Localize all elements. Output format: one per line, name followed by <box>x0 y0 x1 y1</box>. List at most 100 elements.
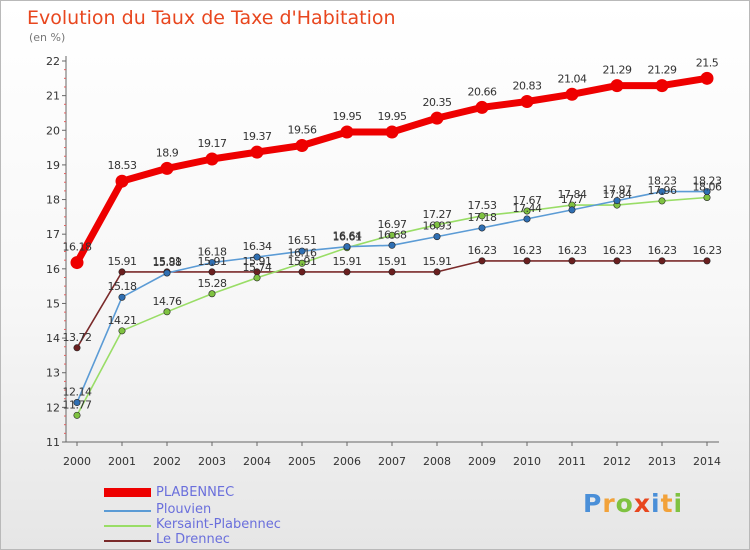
data-label: 19.95 <box>333 110 362 123</box>
data-label: 17.67 <box>513 194 542 207</box>
data-point <box>163 308 171 316</box>
data-label: 16.23 <box>603 244 632 257</box>
data-point <box>118 327 126 335</box>
data-point <box>610 79 624 93</box>
data-label: 18.53 <box>108 159 137 172</box>
logo-letter: t <box>660 489 674 518</box>
data-label: 15.18 <box>108 280 137 293</box>
data-point <box>208 259 216 267</box>
data-point <box>205 152 219 166</box>
y-tick-label: 17 <box>46 228 60 241</box>
data-point <box>388 241 396 249</box>
y-tick-label: 22 <box>46 55 60 68</box>
data-point <box>70 256 84 270</box>
data-label: 15.91 <box>333 255 362 268</box>
data-label: 21.5 <box>696 56 719 69</box>
data-point <box>433 221 441 229</box>
logo-letter: o <box>615 489 634 518</box>
axes: 11 12 13 14 15 16 17 18 19 20 21 22 2000 2001 2002 2003… <box>46 55 721 468</box>
data-point <box>658 188 666 196</box>
data-point <box>433 233 441 241</box>
unit-label: (en %) <box>29 31 66 44</box>
data-label: 15.88 <box>153 256 182 269</box>
data-point <box>163 269 171 277</box>
x-tick-label: 2010 <box>513 455 541 468</box>
legend-swatch-plabennec <box>104 488 151 497</box>
data-label: 12.14 <box>63 386 92 399</box>
y-tick-label: 14 <box>46 332 60 345</box>
data-label: 15.91 <box>153 255 182 268</box>
y-tick-label: 19 <box>46 159 60 172</box>
chart-title: Evolution du Taux de Taxe d'Habitation <box>27 7 396 29</box>
data-label: 16.61 <box>333 231 362 244</box>
data-label: 17.53 <box>468 199 497 212</box>
data-label: 19.56 <box>288 124 317 137</box>
x-tick-label: 2002 <box>153 455 181 468</box>
data-label: 16.23 <box>558 244 587 257</box>
data-point <box>658 257 666 265</box>
series-points <box>70 71 714 419</box>
data-label: 15.91 <box>198 255 227 268</box>
data-label: 18.23 <box>693 175 722 188</box>
y-tick-label: 16 <box>46 263 60 276</box>
data-label: 17.84 <box>558 188 587 201</box>
data-point <box>568 257 576 265</box>
data-label: 18.06 <box>693 180 722 193</box>
data-label: 16.18 <box>63 241 92 254</box>
legend-swatch-plouvien <box>104 510 151 512</box>
data-point <box>523 207 531 215</box>
x-tick-label: 2014 <box>693 455 721 468</box>
data-point <box>385 125 399 139</box>
data-point <box>118 293 126 301</box>
data-point <box>73 411 81 419</box>
data-label: 14.21 <box>108 314 137 327</box>
y-tick-label: 20 <box>46 124 60 137</box>
logo-letter: i <box>673 489 684 518</box>
x-tick-label: 2006 <box>333 455 361 468</box>
data-point <box>478 212 486 220</box>
data-label: 16.16 <box>288 246 317 259</box>
data-label: 13.72 <box>63 331 92 344</box>
data-point <box>478 224 486 232</box>
data-label: 21.29 <box>648 64 677 77</box>
data-labels: 16.18 18.53 18.9 19.17 19.37 19.56 19.95 19.95 2… <box>63 56 723 411</box>
data-point <box>388 231 396 239</box>
data-point <box>73 399 81 407</box>
data-point <box>520 95 534 109</box>
data-point <box>298 247 306 255</box>
legend-label-plouvien: Plouvien <box>156 502 212 517</box>
legend-label-kersaint-plabennec: Kersaint-Plabennec <box>156 517 281 532</box>
data-label: 17.44 <box>513 202 542 215</box>
data-label: 18.23 <box>648 175 677 188</box>
data-label: 15.91 <box>243 255 272 268</box>
data-label: 21.29 <box>603 64 632 77</box>
data-point <box>160 161 174 175</box>
data-label: 17.27 <box>423 208 452 221</box>
data-label: 16.97 <box>378 218 407 231</box>
data-point <box>250 145 264 159</box>
y-tick-label: 13 <box>46 367 60 380</box>
data-point <box>703 188 711 196</box>
data-label: 15.91 <box>378 255 407 268</box>
data-label: 16.93 <box>423 220 452 233</box>
data-label: 14.76 <box>153 295 182 308</box>
data-point <box>703 193 711 201</box>
data-label: 15.91 <box>108 255 137 268</box>
data-point <box>703 257 711 265</box>
data-point <box>298 259 306 267</box>
y-tick-label: 21 <box>46 90 60 103</box>
data-label: 16.68 <box>378 228 407 241</box>
data-label: 16.23 <box>468 244 497 257</box>
data-label: 18.9 <box>156 146 179 159</box>
data-point <box>475 100 489 114</box>
data-label: 17.97 <box>603 184 632 197</box>
logo-letter: P <box>583 489 603 518</box>
legend-label-le-drennec: Le Drennec <box>156 532 230 547</box>
x-tick-label: 2005 <box>288 455 316 468</box>
data-point <box>430 111 444 125</box>
data-label: 16.23 <box>648 244 677 257</box>
y-tick-label: 18 <box>46 194 60 207</box>
data-point <box>613 257 621 265</box>
data-label: 16.23 <box>513 244 542 257</box>
